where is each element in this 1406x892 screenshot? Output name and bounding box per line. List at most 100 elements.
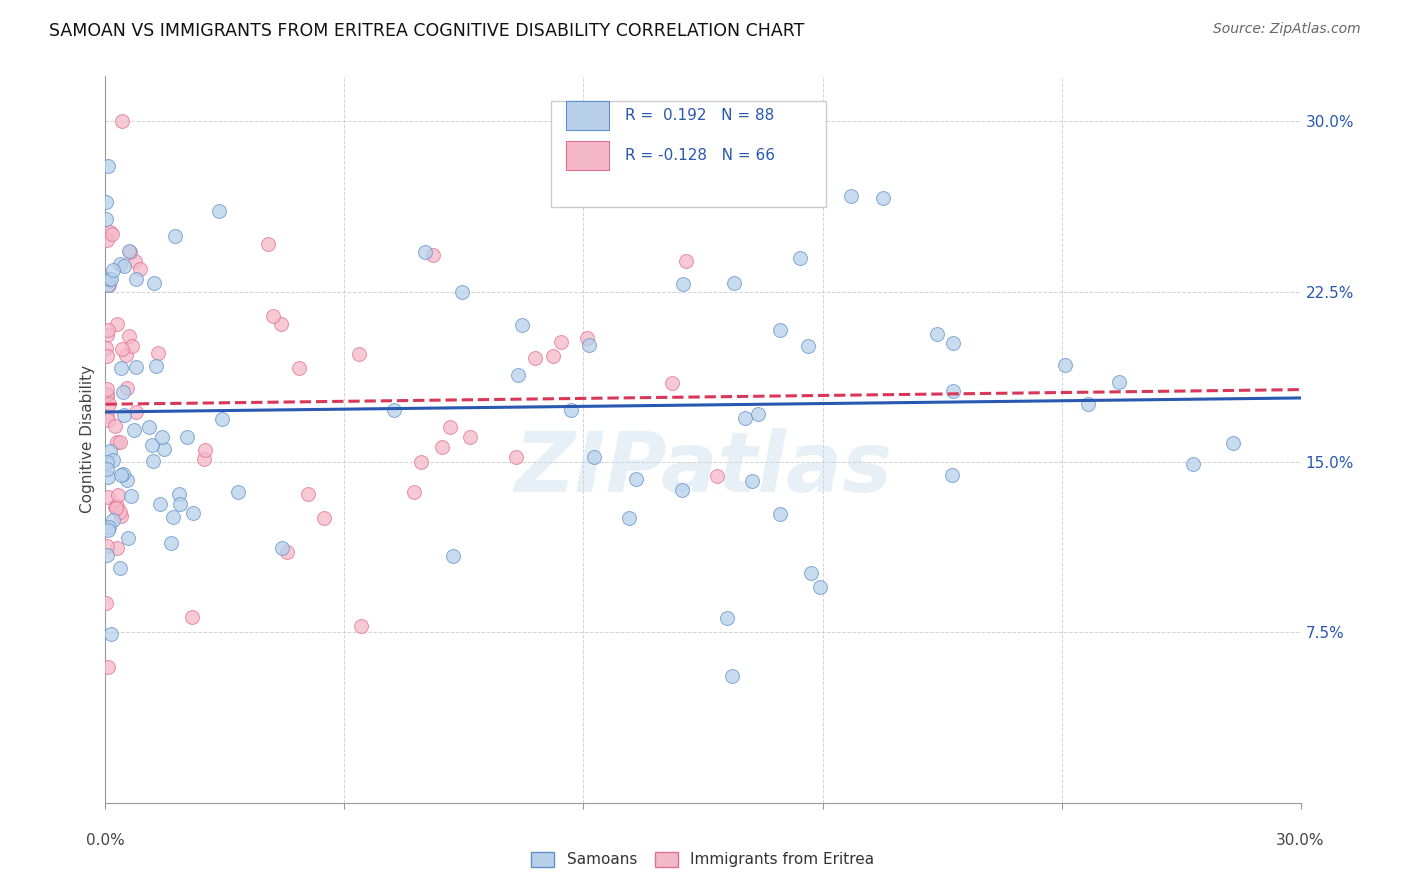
- Point: [96, 328, 118, 343]
- Point: [789, 252, 811, 266]
- Point: [808, 580, 831, 594]
- Point: [114, 259, 136, 273]
- Point: [104, 500, 127, 514]
- Point: [297, 487, 319, 501]
- Point: [118, 329, 141, 343]
- Point: [382, 403, 405, 417]
- Point: [169, 496, 191, 510]
- Bar: [565, 141, 609, 170]
- Point: [160, 535, 183, 549]
- Point: [96, 539, 118, 553]
- Point: [211, 412, 233, 426]
- Point: [110, 508, 132, 523]
- Point: [193, 451, 215, 466]
- Point: [120, 489, 142, 503]
- Point: [524, 351, 547, 366]
- Point: [276, 545, 298, 559]
- Point: [103, 513, 125, 527]
- Point: [675, 254, 697, 268]
- Point: [716, 611, 738, 625]
- Point: [110, 434, 132, 449]
- Point: [101, 262, 124, 277]
- Point: [96, 388, 118, 402]
- Point: [1077, 397, 1099, 411]
- Point: [96, 461, 118, 475]
- Point: [163, 228, 186, 243]
- Point: [769, 507, 792, 521]
- Point: [94, 212, 117, 227]
- Point: [624, 472, 647, 486]
- Point: [98, 225, 121, 239]
- Point: [97, 413, 120, 427]
- Point: [661, 376, 683, 390]
- Point: [578, 338, 600, 352]
- Point: [96, 596, 118, 610]
- Point: [181, 610, 204, 624]
- Point: [560, 403, 582, 417]
- Point: [110, 257, 132, 271]
- Point: [97, 469, 120, 483]
- Point: [96, 195, 118, 210]
- Point: [107, 318, 129, 332]
- Point: [98, 271, 121, 285]
- Point: [97, 159, 120, 173]
- Point: [645, 112, 668, 127]
- Point: [505, 450, 527, 464]
- Point: [747, 407, 769, 421]
- Text: R = -0.128   N = 66: R = -0.128 N = 66: [626, 148, 775, 163]
- Point: [145, 359, 167, 373]
- Point: [111, 467, 134, 482]
- Point: [96, 278, 118, 293]
- Point: [125, 405, 148, 419]
- Point: [167, 486, 190, 500]
- Point: [96, 409, 118, 424]
- Point: [97, 323, 120, 337]
- Point: [142, 454, 165, 468]
- Point: [942, 335, 965, 350]
- Point: [149, 497, 172, 511]
- Point: [124, 254, 146, 268]
- Point: [349, 346, 371, 360]
- Point: [671, 483, 693, 498]
- Point: [141, 438, 163, 452]
- Point: [183, 506, 205, 520]
- Point: [1108, 375, 1130, 389]
- Point: [797, 339, 820, 353]
- Point: [723, 276, 745, 290]
- Point: [942, 384, 965, 399]
- Point: [925, 327, 948, 342]
- Point: [111, 385, 134, 400]
- Point: [110, 505, 132, 519]
- Point: [122, 423, 145, 437]
- Point: [124, 272, 146, 286]
- Point: [543, 349, 565, 363]
- Point: [96, 455, 118, 469]
- Point: [125, 360, 148, 375]
- Point: [1181, 457, 1204, 471]
- Point: [706, 468, 728, 483]
- Point: [96, 341, 118, 355]
- Point: [101, 227, 124, 241]
- Bar: [565, 102, 609, 130]
- Point: [146, 346, 169, 360]
- Point: [101, 453, 124, 467]
- Text: 30.0%: 30.0%: [1277, 833, 1324, 848]
- Point: [96, 387, 118, 401]
- Point: [312, 510, 335, 524]
- Point: [117, 532, 139, 546]
- Point: [287, 360, 309, 375]
- Point: [262, 309, 284, 323]
- Point: [872, 190, 894, 204]
- Point: [439, 420, 461, 434]
- Point: [112, 408, 135, 422]
- Text: SAMOAN VS IMMIGRANTS FROM ERITREA COGNITIVE DISABILITY CORRELATION CHART: SAMOAN VS IMMIGRANTS FROM ERITREA COGNIT…: [49, 22, 804, 40]
- Point: [194, 443, 217, 458]
- Point: [800, 566, 823, 580]
- Point: [402, 484, 425, 499]
- Point: [226, 484, 249, 499]
- Point: [104, 419, 127, 434]
- Point: [100, 627, 122, 641]
- Point: [839, 189, 862, 203]
- Point: [441, 549, 464, 563]
- Point: [769, 323, 792, 337]
